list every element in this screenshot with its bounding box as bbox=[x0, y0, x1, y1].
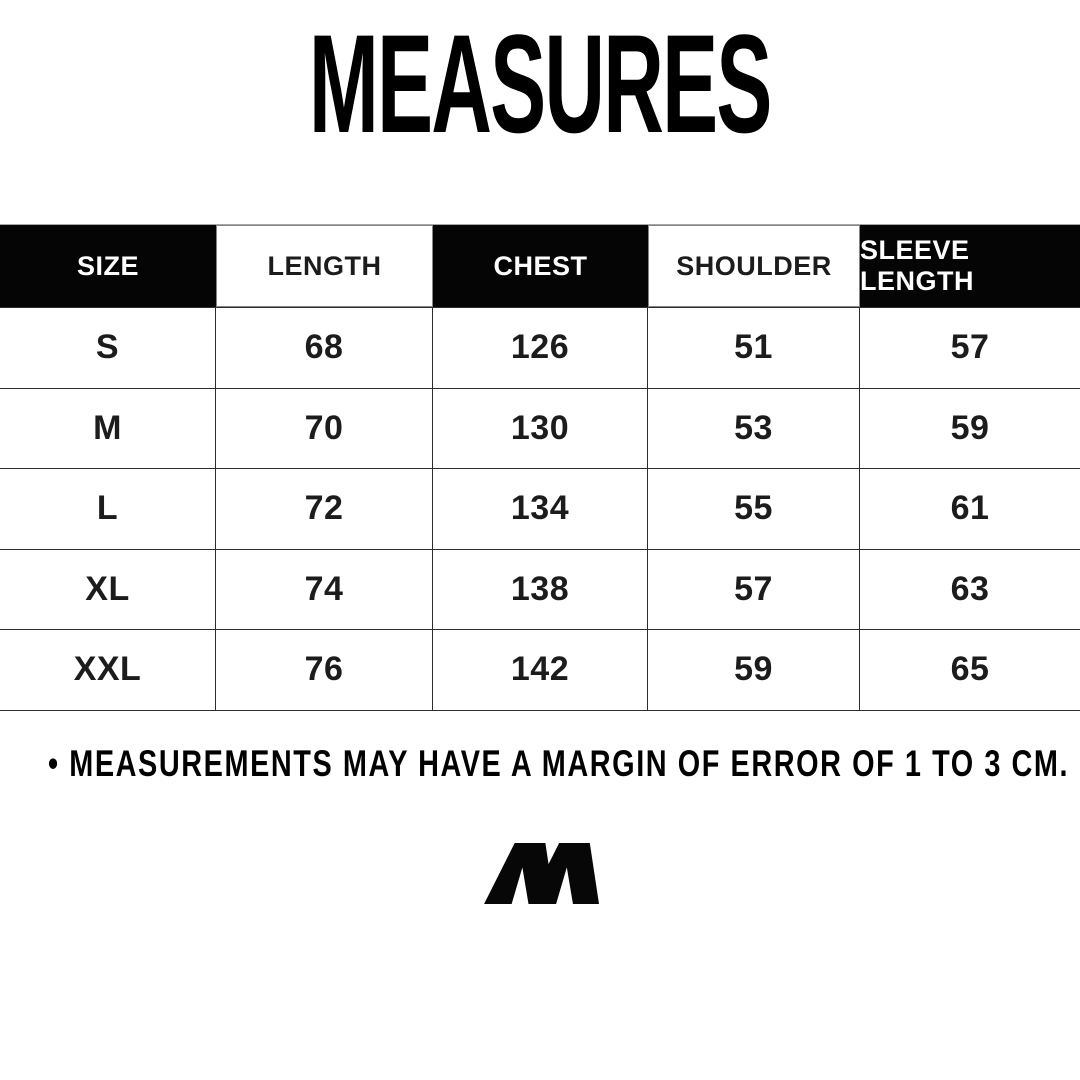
value-cell: 76 bbox=[216, 630, 433, 710]
value-cell: 59 bbox=[950, 408, 990, 447]
value-cell: 130 bbox=[433, 388, 648, 468]
margin-of-error-note: • MEASUREMENTS MAY HAVE A MARGIN OF ERRO… bbox=[48, 743, 1080, 785]
value-cell: 63 bbox=[950, 569, 990, 608]
size-cell: S bbox=[0, 308, 216, 388]
page-title: MEASURES bbox=[0, 14, 1080, 154]
table-row-xl: XL 74 138 57 63 bbox=[0, 549, 1080, 630]
header-cell-chest: CHEST bbox=[433, 225, 648, 307]
margin-of-error-note-text: • MEASUREMENTS MAY HAVE A MARGIN OF ERRO… bbox=[48, 743, 1070, 784]
value-cell: 138 bbox=[433, 549, 648, 629]
value-cell: 57 bbox=[648, 549, 860, 629]
value-cell: 55 bbox=[648, 469, 860, 549]
table-row-l: L 72 134 55 61 bbox=[0, 469, 1080, 550]
value-cell: 142 bbox=[433, 630, 648, 710]
brand-logo bbox=[0, 843, 1080, 904]
header-cell-shoulder: SHOULDER bbox=[648, 225, 860, 307]
value-cell: 68 bbox=[216, 308, 433, 388]
table-row-m: M 70 130 53 59 bbox=[0, 388, 1080, 469]
value-cell: 70 bbox=[216, 388, 433, 468]
value-cell: 74 bbox=[216, 549, 433, 629]
size-cell: M bbox=[0, 388, 216, 468]
header-cell-length: LENGTH bbox=[216, 225, 433, 307]
value-cell: 134 bbox=[433, 469, 648, 549]
value-cell: 126 bbox=[433, 308, 648, 388]
size-table: SIZE LENGTH CHEST SHOULDER SLEEVE LENGTH… bbox=[0, 224, 1080, 711]
page-title-text: MEASURES bbox=[309, 5, 772, 162]
value-cell: 57 bbox=[950, 328, 990, 367]
table-row-xxl: XXL 76 142 59 65 bbox=[0, 630, 1080, 711]
value-cell: 59 bbox=[648, 630, 860, 710]
table-header-row: SIZE LENGTH CHEST SHOULDER SLEEVE LENGTH bbox=[0, 225, 1080, 308]
value-cell: 51 bbox=[648, 308, 860, 388]
brand-logo-aa-icon bbox=[484, 843, 599, 904]
value-cell: 65 bbox=[950, 650, 990, 689]
value-cell: 61 bbox=[950, 489, 990, 528]
value-cell: 72 bbox=[216, 469, 433, 549]
header-cell-sleeve-length: SLEEVE LENGTH bbox=[860, 225, 1080, 307]
header-cell-size: SIZE bbox=[0, 225, 216, 307]
size-cell: L bbox=[0, 469, 216, 549]
size-cell: XXL bbox=[0, 630, 216, 710]
value-cell: 53 bbox=[648, 388, 860, 468]
size-cell: XL bbox=[0, 549, 216, 629]
table-row-s: S 68 126 51 57 bbox=[0, 308, 1080, 389]
